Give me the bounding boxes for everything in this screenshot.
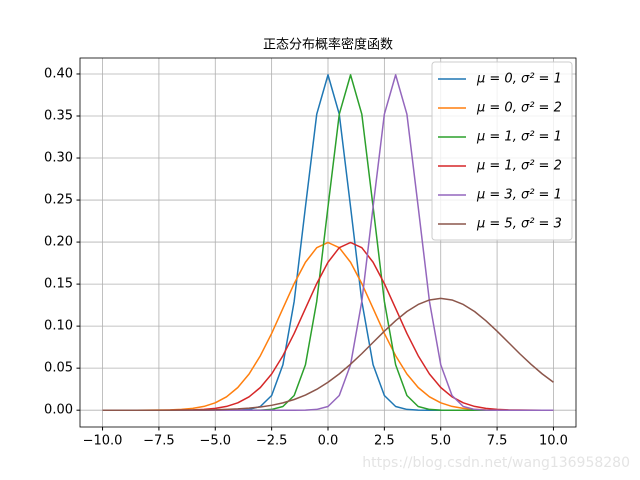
x-tick-label: 5.0 <box>430 434 451 449</box>
y-tick-label: 0.10 <box>44 319 73 334</box>
y-tick-label: 0.20 <box>44 235 73 250</box>
x-tick-label: −5.0 <box>199 434 231 449</box>
legend-label: μ = 1, σ² = 1 <box>476 130 562 145</box>
x-tick-label: 7.5 <box>487 434 508 449</box>
x-tick-label: −10.0 <box>83 434 123 449</box>
legend-label: μ = 5, σ² = 3 <box>476 217 562 232</box>
watermark: https://blog.csdn.net/wang136958280 <box>362 455 630 471</box>
axes-frame <box>79 57 577 428</box>
x-tick-label: 0.0 <box>318 434 339 449</box>
series-line <box>102 297 554 411</box>
y-tick-label: 0.40 <box>44 66 73 81</box>
x-tick-label: −2.5 <box>256 434 288 449</box>
y-tick-label: 0.00 <box>44 403 73 418</box>
legend-label: μ = 0, σ² = 1 <box>476 72 562 87</box>
y-tick-label: 0.05 <box>44 361 73 376</box>
y-tick-label: 0.25 <box>44 193 73 208</box>
x-tick-label: 10.0 <box>539 434 568 449</box>
y-tick-label: 0.35 <box>44 108 73 123</box>
chart-title: 正态分布概率密度函数 <box>263 37 393 53</box>
y-tick-label: 0.30 <box>44 151 73 166</box>
x-tick-label: −7.5 <box>143 434 175 449</box>
legend-box <box>431 61 573 241</box>
legend-label: μ = 3, σ² = 1 <box>476 188 562 203</box>
x-tick-label: 2.5 <box>374 434 395 449</box>
legend-label: μ = 1, σ² = 2 <box>476 159 562 174</box>
legend-label: μ = 0, σ² = 2 <box>476 101 562 116</box>
y-tick-label: 0.15 <box>44 277 73 292</box>
